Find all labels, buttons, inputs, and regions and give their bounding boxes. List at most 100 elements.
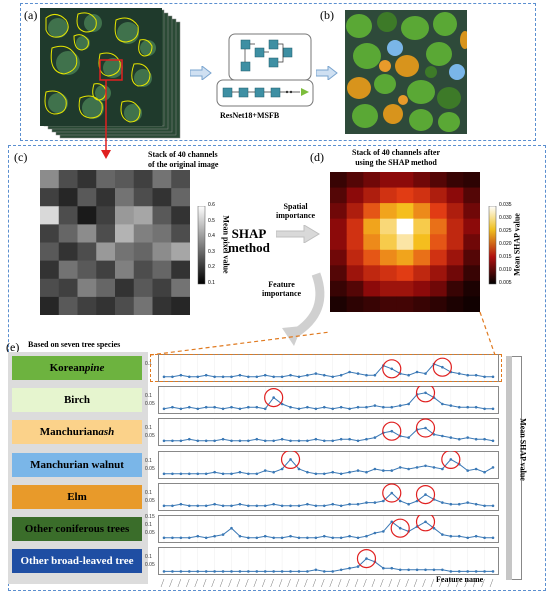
data-point	[179, 373, 183, 377]
data-point	[322, 406, 326, 409]
colorbar-tick-label: 0.035	[499, 202, 512, 208]
data-point	[247, 472, 250, 475]
data-point	[280, 504, 284, 507]
spatial-importance-label: Spatial importance	[276, 202, 316, 220]
data-point	[331, 470, 335, 474]
arrow-right-icon	[276, 225, 320, 243]
data-point	[449, 502, 453, 506]
shap-colorbar	[488, 206, 497, 285]
x-tick	[489, 579, 494, 588]
highlight-circle	[390, 518, 410, 538]
heatmap-cell	[58, 260, 78, 280]
data-point	[230, 472, 233, 475]
data-point	[196, 439, 200, 443]
series-line	[164, 492, 493, 507]
heatmap-cell	[446, 234, 464, 251]
x-tick	[278, 579, 283, 588]
data-point	[188, 406, 191, 409]
heatmap-cell	[346, 249, 364, 266]
data-point	[356, 536, 360, 540]
heatmap-cell	[446, 265, 464, 282]
heatmap-cell	[171, 170, 190, 189]
heatmap-cell	[58, 296, 78, 315]
data-point	[424, 391, 427, 395]
data-point	[255, 438, 259, 441]
x-tick	[211, 579, 215, 588]
heatmap-cell	[171, 242, 190, 262]
data-point	[179, 472, 183, 475]
heatmap-cell	[133, 296, 153, 315]
data-point	[204, 472, 208, 475]
data-point	[424, 568, 427, 572]
data-point	[407, 373, 410, 377]
data-point	[331, 407, 335, 411]
heatmap-cell	[77, 224, 97, 243]
data-point	[348, 534, 351, 538]
data-point	[339, 568, 343, 572]
heatmap-cell	[446, 187, 464, 204]
heatmap-cell	[380, 249, 398, 266]
heatmap-cell	[40, 242, 60, 262]
data-point	[238, 439, 242, 443]
data-point	[221, 533, 225, 536]
pixel-colorbar	[197, 206, 206, 285]
data-point	[221, 504, 225, 507]
line-series	[162, 386, 495, 414]
heatmap-cell	[430, 187, 448, 204]
data-point	[196, 472, 200, 475]
heatmap-cell	[346, 218, 364, 235]
heatmap-cell	[430, 234, 448, 251]
data-point	[255, 570, 259, 573]
data-point	[415, 568, 419, 572]
data-point	[306, 536, 309, 540]
heatmap-cell	[330, 249, 348, 266]
heatmap-cell	[346, 265, 364, 282]
data-point	[373, 404, 377, 408]
data-point	[390, 367, 394, 371]
y-tick-label: 0.05	[145, 465, 155, 472]
x-tick	[329, 579, 333, 588]
zoom-connector-lines	[150, 311, 496, 356]
x-axis-title: Feature name	[436, 575, 484, 584]
heatmap-cell	[430, 280, 448, 297]
data-point	[415, 499, 419, 503]
heatmap-cell	[430, 249, 448, 266]
data-point	[306, 570, 309, 573]
heatmap-cell	[58, 170, 78, 189]
data-point	[441, 568, 444, 572]
species-label: Other broad-leaved tree	[12, 549, 142, 574]
line-series	[162, 483, 495, 510]
highlight-circle	[382, 483, 402, 503]
line-series	[162, 355, 495, 381]
data-point	[255, 472, 259, 475]
data-point	[339, 536, 343, 540]
data-point	[204, 570, 208, 573]
x-tick	[219, 579, 224, 588]
heatmap-cell	[171, 278, 190, 298]
y-tick-label: 0.1	[145, 522, 152, 528]
heatmap-cell	[171, 296, 190, 315]
data-point	[407, 436, 410, 440]
heatmap-cell	[463, 265, 480, 282]
data-point	[457, 438, 461, 441]
heatmap-cell	[380, 280, 398, 297]
heatmap-cell	[463, 296, 480, 312]
data-point	[179, 407, 183, 411]
data-point	[466, 570, 469, 573]
mean-shap-bracket	[512, 356, 522, 580]
data-point	[474, 438, 478, 441]
data-point	[407, 502, 410, 506]
panel-c-caption: Stack of 40 channels of the original ima…	[148, 150, 219, 169]
heatmap-cell	[152, 188, 172, 207]
x-tick	[388, 579, 393, 588]
heatmap-cell	[96, 260, 116, 280]
data-point	[289, 534, 292, 538]
colorbar-tick-label: 0.025	[499, 228, 512, 234]
data-point	[171, 439, 174, 443]
x-tick	[253, 579, 258, 588]
y-tick-label: 0.1	[145, 554, 152, 561]
data-point	[263, 373, 267, 377]
data-point	[474, 570, 478, 573]
data-point	[263, 534, 267, 538]
colorbar-tick-label: 0.4	[208, 233, 215, 240]
